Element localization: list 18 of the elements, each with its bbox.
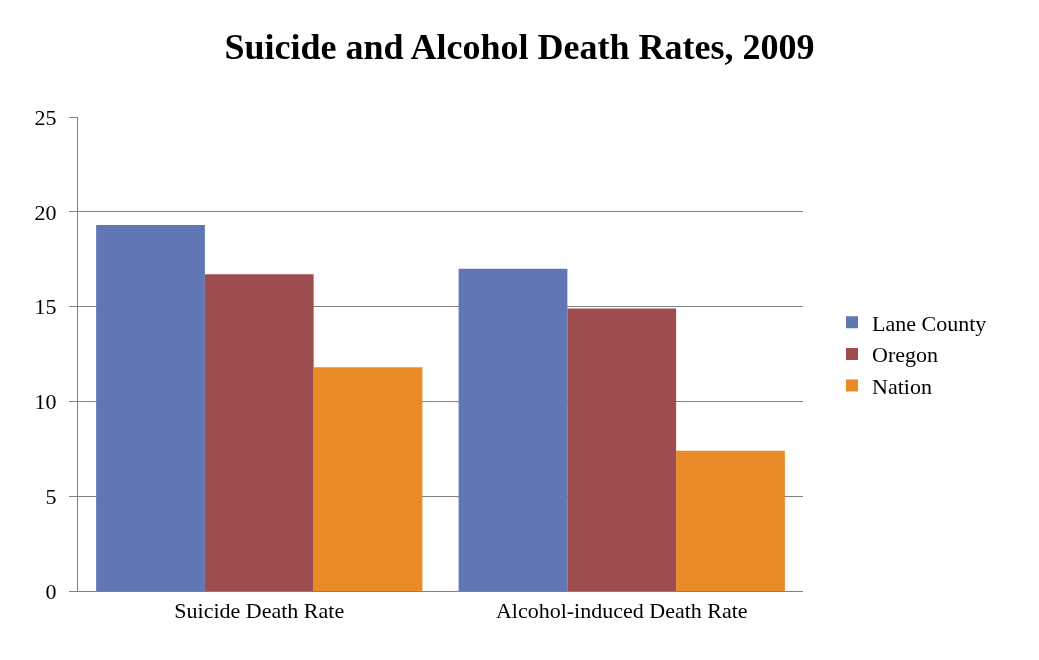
- y-tick-label: 10: [34, 389, 57, 415]
- legend-label: Nation: [872, 374, 932, 400]
- y-tick-label: 15: [34, 294, 57, 320]
- legend-label: Lane County: [872, 310, 987, 336]
- x-tick-label: Alcohol-induced Death Rate: [495, 598, 748, 624]
- y-tick-label: 25: [34, 104, 57, 130]
- bar: [204, 274, 314, 591]
- legend-label: Oregon: [872, 342, 938, 368]
- bar: [96, 225, 205, 591]
- y-tick-label: 0: [45, 578, 57, 604]
- chart-title: Suicide and Alcohol Death Rates, 2009: [224, 26, 815, 67]
- bar: [567, 308, 677, 591]
- y-tick-label: 5: [45, 483, 57, 509]
- bar: [458, 268, 568, 591]
- bar: [676, 450, 785, 591]
- y-tick-label: 20: [34, 199, 57, 225]
- x-tick-label: Suicide Death Rate: [174, 598, 345, 624]
- bar: [313, 367, 423, 591]
